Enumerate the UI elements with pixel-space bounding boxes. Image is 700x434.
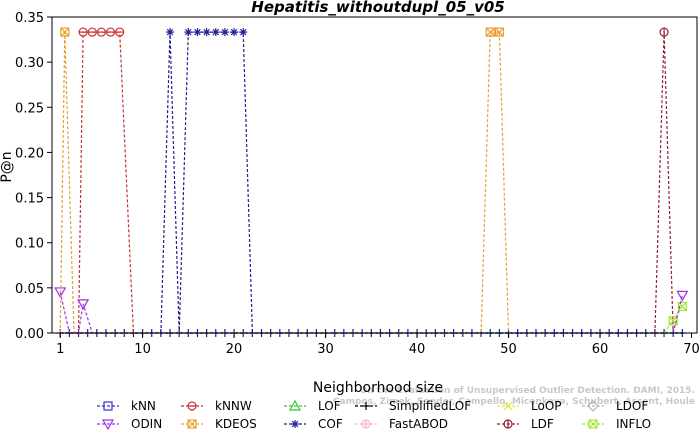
legend-swatch-marker — [587, 400, 599, 412]
legend-swatch-marker — [361, 419, 371, 429]
data-point-cof — [230, 28, 239, 37]
data-point-inflo — [677, 301, 687, 312]
data-point-odin — [54, 287, 67, 299]
data-point-cof — [184, 28, 193, 37]
legend-item-kdeos: KDEOS — [181, 417, 257, 431]
legend-label: LOF — [318, 399, 341, 413]
x-tick-label: 70 — [683, 342, 700, 357]
chart-title: Hepatitis_withoutdupl_05_v05 — [251, 0, 504, 16]
legend-item-lof: LOF — [284, 399, 341, 413]
legend-swatch-marker — [588, 419, 598, 429]
series-line-knnw — [77, 31, 134, 334]
y-tick-label: 0.35 — [15, 11, 44, 26]
legend-label: INFLO — [616, 417, 651, 431]
legend: kNN kNNW LOF SimplifiedLOF LoOP LDOF ODIN KDEOS… — [97, 399, 651, 431]
legend-item-odin: ODIN — [97, 417, 162, 431]
plot-area — [54, 27, 689, 337]
legend-item-inflo: INFLO — [582, 417, 651, 431]
x-tick-label: 60 — [592, 342, 609, 357]
legend-swatch-marker — [187, 419, 197, 429]
series-line-cof — [160, 31, 253, 334]
legend-label: kNN — [131, 399, 156, 413]
legend-label: LDF — [531, 417, 554, 431]
legend-swatch-marker — [101, 419, 115, 431]
legend-swatch-marker — [187, 401, 197, 411]
series-line-odin — [59, 291, 93, 334]
data-point-knnw — [87, 27, 97, 37]
x-axis-label: Neighborhood size — [313, 380, 443, 396]
legend-swatch-marker — [103, 401, 113, 411]
data-point-knnw — [78, 27, 88, 37]
y-axis-label: P@n — [0, 151, 15, 182]
data-point-inflo — [668, 316, 678, 326]
data-point-knnw — [96, 27, 107, 37]
data-point-kdeos — [60, 27, 70, 37]
data-point-kdeos — [494, 27, 504, 37]
watermark-line-2: Campos, Zimek, Sander, Campello, Micenko… — [333, 397, 695, 407]
data-point-cof — [211, 28, 220, 37]
x-tick-label: 1 — [56, 342, 64, 357]
x-tick-label: 40 — [409, 342, 426, 357]
legend-label: KDEOS — [215, 417, 257, 431]
legend-label: ODIN — [131, 417, 162, 431]
y-tick-label: 0.15 — [15, 192, 44, 207]
y-tick-label: 0.30 — [15, 56, 44, 71]
data-point-cof — [166, 28, 175, 37]
data-point-cof — [193, 28, 202, 37]
data-point-knnw — [105, 27, 116, 37]
data-point-ldf — [659, 27, 669, 37]
series-line-kdeos — [59, 31, 510, 334]
legend-label: SimplifiedLOF — [389, 399, 471, 413]
legend-item-ldf: LDF — [497, 417, 554, 431]
y-tick-label: 0.25 — [15, 101, 44, 116]
watermark-line-1: On the Evaluation of Unsupervised Outlie… — [360, 386, 695, 396]
legend-swatch-marker — [503, 401, 513, 411]
legend-item-simplifiedlof: SimplifiedLOF — [355, 399, 471, 413]
data-point-cof — [220, 28, 229, 37]
data-point-cof — [239, 28, 248, 37]
y-tick-label: 0.00 — [15, 327, 44, 342]
y-tick-label: 0.10 — [15, 237, 44, 252]
data-point-odin — [77, 299, 90, 311]
plot-frame — [51, 16, 698, 334]
y-tick-label: 0.20 — [15, 146, 44, 161]
legend-swatch-marker — [362, 402, 370, 410]
x-tick-label: 20 — [226, 342, 243, 357]
legend-item-fastabod: FastABOD — [355, 417, 448, 431]
legend-item-knnw: kNNW — [181, 399, 252, 413]
legend-swatch-marker — [503, 419, 513, 429]
series-line-ldf — [654, 32, 674, 334]
data-point-cof — [202, 28, 211, 37]
data-point-odin — [676, 290, 689, 302]
legend-label: kNNW — [215, 399, 252, 413]
data-point-knnw — [115, 27, 125, 37]
data-point-kdeos — [485, 27, 495, 37]
legend-item-cof: COF — [284, 417, 343, 431]
x-tick-label: 50 — [500, 342, 517, 357]
x-tick-label: 30 — [317, 342, 334, 357]
axes: 0.00 0.05 0.10 0.15 0.20 0.25 0.30 0.35 1 10 20 30 4… — [15, 11, 700, 357]
series-line-odin-tail — [672, 295, 683, 334]
legend-swatch-marker — [288, 399, 302, 411]
legend-item-loop: LoOP — [497, 399, 562, 413]
y-tick-label: 0.05 — [15, 282, 44, 297]
x-tick-label: 10 — [134, 342, 151, 357]
legend-item-knn: kNN — [97, 399, 156, 413]
legend-item-ldof: LDOF — [582, 399, 648, 413]
legend-label: FastABOD — [389, 417, 448, 431]
legend-swatch-marker — [291, 420, 299, 428]
legend-label: LDOF — [616, 399, 648, 413]
legend-label: LoOP — [531, 399, 562, 413]
legend-label: COF — [318, 417, 343, 431]
